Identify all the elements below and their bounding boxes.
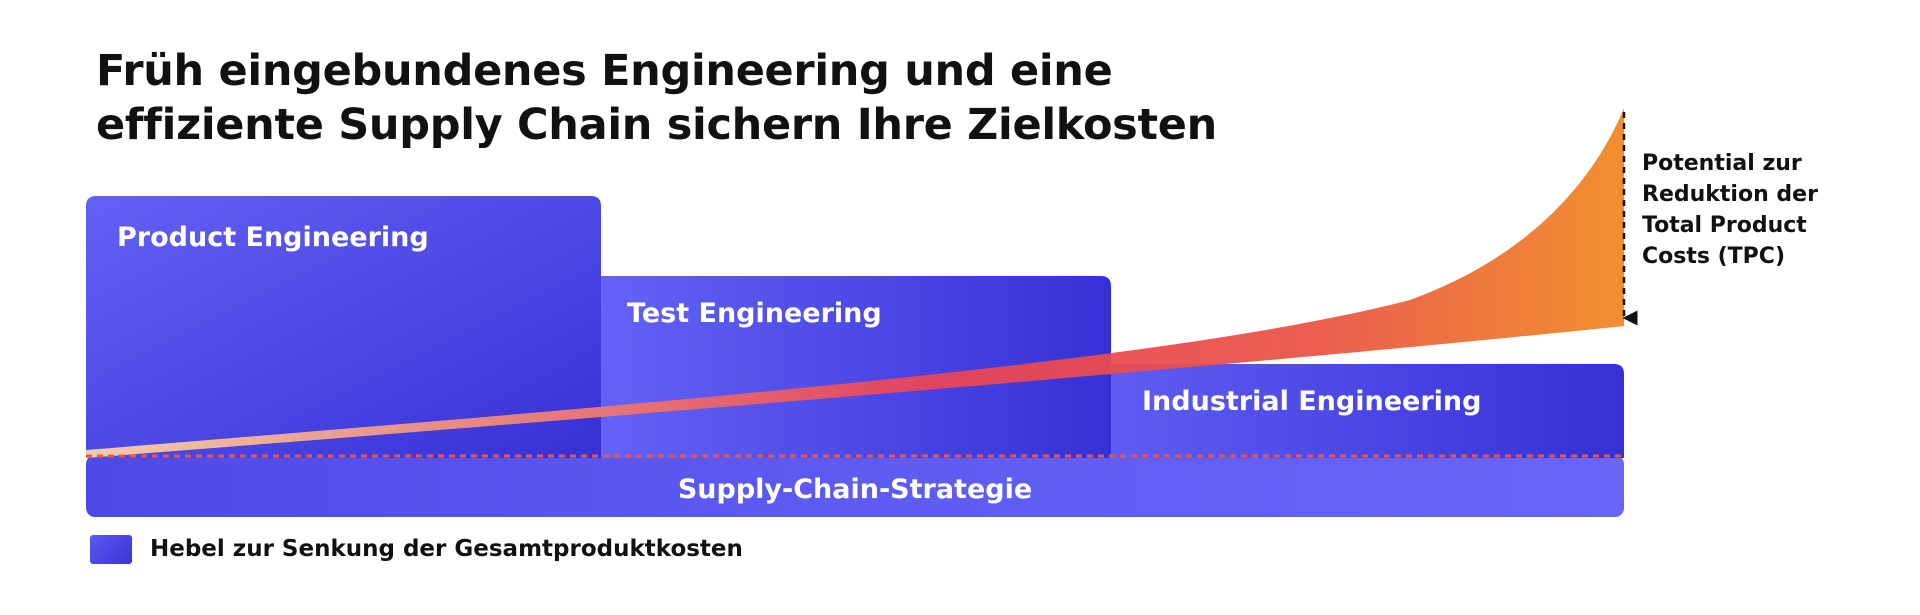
tpc-annotation-line-1: Potential zur — [1642, 151, 1802, 176]
product-engineering-label: Product Engineering — [117, 222, 429, 253]
product-engineering-block — [86, 196, 601, 458]
tpc-annotation-line-4: Costs (TPC) — [1642, 244, 1786, 269]
page-title: Früh eingebundenes Engineering und eine … — [96, 44, 1236, 152]
title-line-2: effiziente Supply Chain sichern Ihre Zie… — [96, 100, 1217, 150]
title-line-1: Früh eingebundenes Engineering und eine — [96, 46, 1113, 96]
industrial-engineering-block — [1111, 364, 1624, 458]
legend: Hebel zur Senkung der Gesamtproduktkoste… — [90, 533, 743, 565]
legend-label: Hebel zur Senkung der Gesamtproduktkoste… — [150, 536, 743, 562]
industrial-engineering-label: Industrial Engineering — [1142, 386, 1482, 417]
cost-reduction-wedge — [86, 108, 1624, 458]
supply-chain-bar — [86, 455, 1624, 517]
test-engineering-label: Test Engineering — [627, 298, 882, 329]
tpc-annotation-line-2: Reduktion der — [1642, 182, 1818, 207]
test-engineering-block — [601, 276, 1111, 458]
legend-swatch — [90, 534, 132, 564]
supply-chain-label: Supply-Chain-Strategie — [677, 474, 1033, 505]
tpc-annotation-line-3: Total Product — [1642, 213, 1807, 238]
tpc-annotation: Potential zur Reduktion der Total Produc… — [1642, 148, 1912, 272]
